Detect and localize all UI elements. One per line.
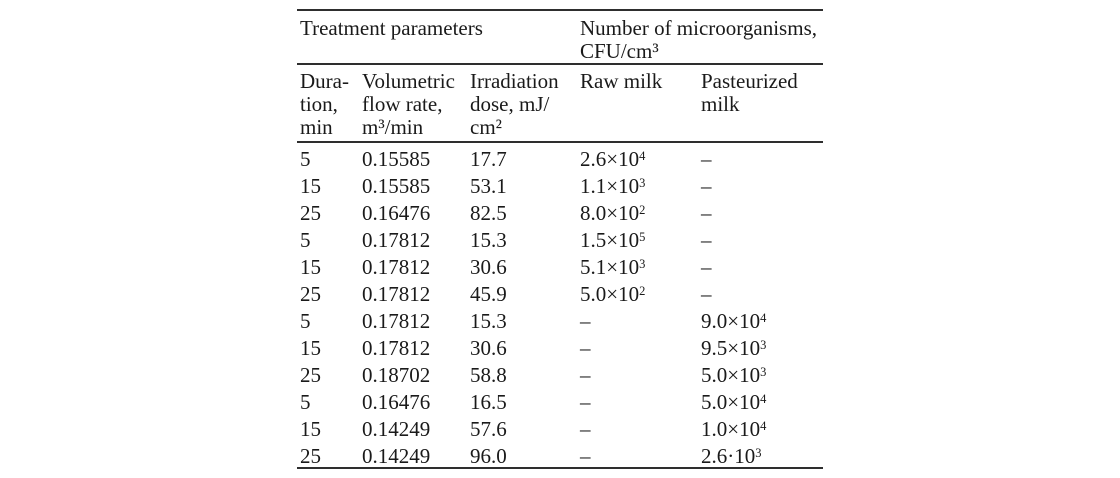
table-row: 15 0.14249 57.6 – 1.0×104 <box>297 413 823 440</box>
cell-raw-milk: – <box>580 363 591 386</box>
cell-flow-rate: 0.17812 <box>362 228 431 251</box>
table-header: Treatment parameters Number of microorga… <box>297 9 823 143</box>
table-row: 15 0.17812 30.6 – 9.5×103 <box>297 332 823 359</box>
cell-irradiation-dose: 15.3 <box>470 228 507 251</box>
table-row: 25 0.16476 82.5 8.0×102 – <box>297 197 823 224</box>
header-microorganisms-count: Number of microorganisms, CFU/cm³ <box>576 9 823 65</box>
cell-raw-milk: 1.1×103 <box>580 174 646 197</box>
cell-flow-rate: 0.17812 <box>362 336 431 359</box>
cell-pasteurized-milk: – <box>701 174 712 197</box>
cell-flow-rate: 0.14249 <box>362 417 431 440</box>
exponent: 3 <box>639 257 646 271</box>
cell-raw-milk: – <box>580 336 591 359</box>
table-row: 5 0.16476 16.5 – 5.0×104 <box>297 386 823 413</box>
table-row: 25 0.17812 45.9 5.0×102 – <box>297 278 823 305</box>
cell-pasteurized-milk: 5.0×104 <box>701 390 767 413</box>
cell-pasteurized-milk: – <box>701 282 712 305</box>
cell-duration: 5 <box>300 147 311 170</box>
group-header-row: Treatment parameters Number of microorga… <box>297 9 823 65</box>
exponent: 4 <box>760 311 767 325</box>
cell-raw-milk: – <box>580 309 591 332</box>
cell-raw-milk: 2.6×104 <box>580 147 646 170</box>
cell-duration: 25 <box>297 440 358 469</box>
cell-pasteurized-milk: 9.0×104 <box>701 309 767 332</box>
cell-pasteurized-milk: – <box>701 201 712 224</box>
table-row: 25 0.14249 96.0–2.6·103 <box>297 440 823 469</box>
cell-duration: 5 <box>300 228 311 251</box>
cell-duration: 5 <box>300 309 311 332</box>
cell-irradiation-dose: 45.9 <box>470 282 507 305</box>
col-header-raw-milk: Raw milk <box>576 64 697 143</box>
cell-pasteurized-milk: – <box>701 228 712 251</box>
cell-irradiation-dose: 30.6 <box>470 336 507 359</box>
cell-irradiation-dose: 96.0 <box>466 440 576 469</box>
exponent: 3 <box>760 338 767 352</box>
exponent: 5 <box>639 230 646 244</box>
header-treatment-parameters: Treatment parameters <box>297 9 576 65</box>
cell-pasteurized-milk: – <box>701 147 712 170</box>
table-row: 25 0.18702 58.8 – 5.0×103 <box>297 359 823 386</box>
cell-irradiation-dose: 16.5 <box>470 390 507 413</box>
exponent: 3 <box>755 446 762 460</box>
cell-flow-rate: 0.16476 <box>362 201 431 224</box>
cell-raw-milk: – <box>576 440 697 469</box>
cell-raw-milk: 5.0×102 <box>580 282 646 305</box>
exponent: 4 <box>639 149 646 163</box>
cell-raw-milk: 8.0×102 <box>580 201 646 224</box>
table-body: 5 0.15585 17.7 2.6×104 – 15 0.15585 53.1 1.1×103… <box>297 142 823 469</box>
cell-flow-rate: 0.15585 <box>362 174 431 197</box>
cell-pasteurized-milk: 2.6·103 <box>697 440 823 469</box>
cell-irradiation-dose: 57.6 <box>470 417 507 440</box>
cell-raw-milk: 1.5×105 <box>580 228 646 251</box>
cell-raw-milk: – <box>580 417 591 440</box>
cell-duration: 15 <box>300 417 321 440</box>
cell-duration: 15 <box>300 336 321 359</box>
cell-raw-milk: – <box>580 390 591 413</box>
cell-pasteurized-milk: 1.0×104 <box>701 417 767 440</box>
table-row: 5 0.17812 15.3 1.5×105 – <box>297 224 823 251</box>
cell-pasteurized-milk: 5.0×103 <box>701 363 767 386</box>
exponent: 2 <box>639 203 646 217</box>
cell-irradiation-dose: 30.6 <box>470 255 507 278</box>
exponent: 3 <box>760 365 767 379</box>
cell-pasteurized-milk: – <box>701 255 712 278</box>
table-row: 5 0.17812 15.3 – 9.0×104 <box>297 305 823 332</box>
cell-duration: 25 <box>300 282 321 305</box>
exponent: 2 <box>639 284 646 298</box>
col-header-duration: Dura- tion, min <box>297 64 358 143</box>
cell-duration: 25 <box>300 363 321 386</box>
cell-duration: 25 <box>300 201 321 224</box>
table-row: 15 0.17812 30.6 5.1×103 – <box>297 251 823 278</box>
cell-flow-rate: 0.18702 <box>362 363 431 386</box>
microorganisms-table: Treatment parameters Number of microorga… <box>297 9 823 469</box>
cell-flow-rate: 0.17812 <box>362 309 431 332</box>
col-header-flow-rate: Volumetric flow rate, m³/min <box>358 64 466 143</box>
cell-pasteurized-milk: 9.5×103 <box>701 336 767 359</box>
cell-flow-rate: 0.17812 <box>362 255 431 278</box>
cell-irradiation-dose: 17.7 <box>470 147 507 170</box>
cell-duration: 15 <box>300 255 321 278</box>
col-header-pasteurized-milk: Pasteurized milk <box>697 64 823 143</box>
cell-flow-rate: 0.16476 <box>362 390 431 413</box>
col-header-irradiation-dose: Irradiation dose, mJ/ cm² <box>466 64 576 143</box>
cell-duration: 5 <box>300 390 311 413</box>
cell-irradiation-dose: 82.5 <box>470 201 507 224</box>
table-row: 15 0.15585 53.1 1.1×103 – <box>297 170 823 197</box>
column-header-row: Dura- tion, min Volumetric flow rate, m³… <box>297 64 823 143</box>
cell-flow-rate: 0.15585 <box>362 147 431 170</box>
cell-flow-rate: 0.17812 <box>362 282 431 305</box>
cell-flow-rate: 0.14249 <box>358 440 466 469</box>
table-row: 5 0.15585 17.7 2.6×104 – <box>297 142 823 170</box>
cell-irradiation-dose: 15.3 <box>470 309 507 332</box>
exponent: 4 <box>760 392 767 406</box>
cell-duration: 15 <box>300 174 321 197</box>
cell-raw-milk: 5.1×103 <box>580 255 646 278</box>
cell-irradiation-dose: 58.8 <box>470 363 507 386</box>
exponent: 3 <box>639 176 646 190</box>
cell-irradiation-dose: 53.1 <box>470 174 507 197</box>
exponent: 4 <box>760 419 767 433</box>
